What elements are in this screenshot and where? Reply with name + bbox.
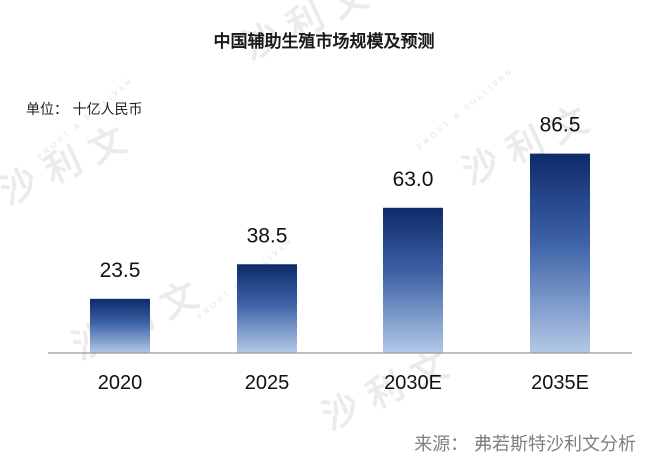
value-label-2020: 23.5 bbox=[100, 259, 141, 282]
x-tick-2020: 2020 bbox=[98, 372, 143, 394]
bar-2030E bbox=[383, 207, 443, 353]
unit-label: 单位： 十亿人民币 bbox=[26, 102, 142, 118]
bar-2035E bbox=[530, 153, 590, 353]
bars-group bbox=[90, 153, 590, 353]
bar-2020 bbox=[90, 298, 150, 353]
bar-2025 bbox=[237, 264, 297, 353]
x-tick-2030E: 2030E bbox=[384, 372, 442, 394]
chart-title: 中国辅助生殖市场规模及预测 bbox=[214, 31, 435, 52]
x-tick-2035E: 2035E bbox=[531, 372, 589, 394]
value-label-2035E: 86.5 bbox=[540, 114, 581, 137]
x-tick-labels-group: 2020 2025 2030E 2035E bbox=[98, 372, 589, 394]
source-note: 来源： 弗若斯特沙利文分析 bbox=[414, 434, 636, 455]
value-labels-group: 23.5 38.5 63.0 86.5 bbox=[100, 114, 581, 282]
value-label-2025: 38.5 bbox=[247, 224, 288, 247]
x-tick-2025: 2025 bbox=[245, 372, 290, 394]
value-label-2030E: 63.0 bbox=[393, 168, 434, 191]
watermark: 沙 利 文 沙 利 文 沙 利 文 沙 利 文 沙 利 文 FROST & SU… bbox=[0, 0, 594, 438]
